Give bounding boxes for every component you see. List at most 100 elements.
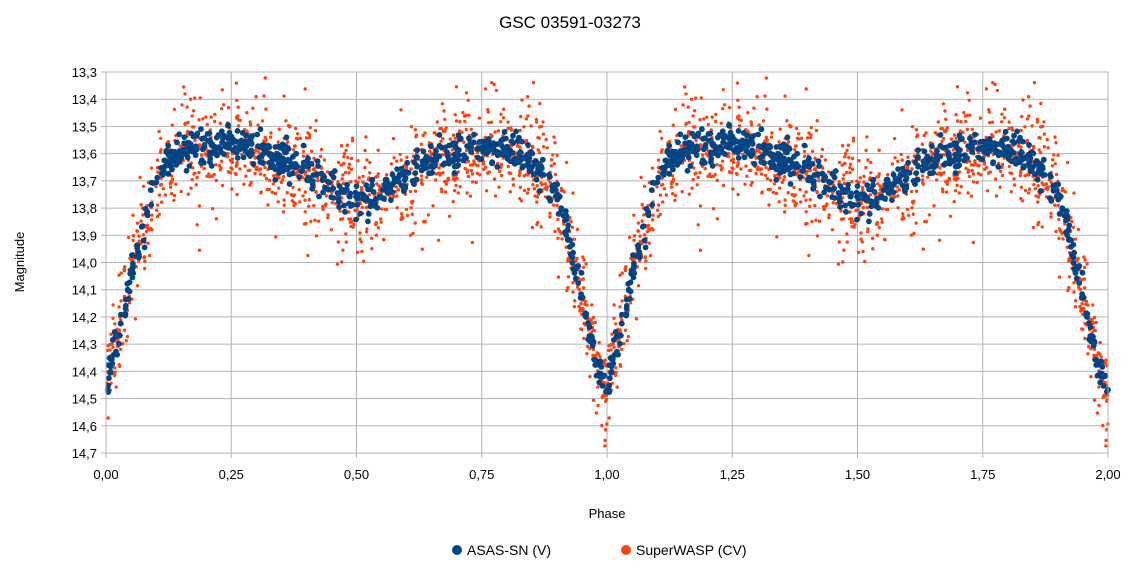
- superwasp-point: [770, 131, 774, 135]
- superwasp-point: [1054, 229, 1058, 234]
- superwasp-point: [539, 124, 544, 129]
- superwasp-point: [307, 198, 311, 202]
- superwasp-point: [1057, 217, 1061, 222]
- asas-sn-point: [105, 382, 112, 389]
- superwasp-point: [778, 186, 782, 190]
- asas-sn-point: [285, 146, 292, 152]
- asas-sn-point: [903, 175, 910, 181]
- superwasp-point: [607, 348, 611, 353]
- superwasp-point: [1084, 299, 1089, 304]
- superwasp-point: [765, 176, 770, 181]
- superwasp-point: [998, 169, 1003, 173]
- asas-sn-point: [626, 296, 633, 302]
- x-tick-label: 1,00: [594, 467, 619, 482]
- asas-sn-point: [451, 151, 458, 158]
- superwasp-point: [453, 176, 458, 180]
- superwasp-point: [524, 139, 528, 143]
- asas-sn-point: [1090, 342, 1097, 349]
- asas-sn-point: [1066, 222, 1073, 229]
- superwasp-point: [533, 194, 537, 198]
- superwasp-point: [375, 182, 379, 186]
- asas-sn-point: [255, 143, 261, 150]
- asas-sn-point: [436, 132, 443, 138]
- y-tick-label: 13,7: [72, 174, 97, 189]
- y-tick-label: 13,4: [72, 92, 97, 107]
- superwasp-point: [866, 227, 870, 231]
- superwasp-point: [185, 105, 189, 109]
- superwasp-point: [555, 203, 559, 208]
- superwasp-point: [953, 189, 958, 193]
- superwasp-point: [552, 203, 556, 207]
- superwasp-point: [596, 385, 600, 389]
- superwasp-point: [579, 278, 583, 282]
- superwasp-point: [569, 219, 573, 224]
- superwasp-point: [582, 336, 586, 341]
- superwasp-point: [614, 322, 618, 326]
- asas-sn-point: [748, 153, 754, 160]
- superwasp-point: [639, 175, 643, 180]
- asas-sn-point: [676, 159, 683, 166]
- superwasp-point: [119, 299, 123, 303]
- superwasp-point: [896, 194, 900, 198]
- superwasp-point: [442, 109, 446, 113]
- superwasp-point: [632, 234, 637, 238]
- superwasp-point: [906, 155, 910, 159]
- asas-sn-point: [630, 252, 636, 259]
- superwasp-point: [466, 98, 470, 103]
- superwasp-point: [131, 238, 135, 242]
- asas-sn-point: [161, 157, 168, 164]
- superwasp-point: [274, 235, 278, 239]
- asas-sn-point: [589, 342, 596, 349]
- superwasp-point: [780, 180, 784, 185]
- superwasp-point: [326, 216, 330, 220]
- superwasp-point: [244, 174, 248, 178]
- asas-sn-point: [598, 364, 605, 370]
- superwasp-point: [539, 181, 543, 185]
- asas-sn-point: [418, 167, 425, 174]
- asas-sn-point: [855, 195, 862, 202]
- superwasp-point: [349, 167, 354, 172]
- superwasp-point: [809, 133, 813, 137]
- superwasp-point: [340, 260, 344, 264]
- superwasp-point: [971, 240, 976, 245]
- superwasp-point: [808, 204, 812, 208]
- superwasp-point: [304, 136, 309, 140]
- superwasp-point: [619, 364, 623, 368]
- superwasp-point: [308, 125, 312, 130]
- superwasp-point: [910, 125, 915, 129]
- x-tick-label: 1,50: [845, 467, 870, 482]
- superwasp-point: [715, 178, 719, 183]
- superwasp-point: [875, 233, 879, 237]
- asas-sn-point: [547, 198, 554, 204]
- superwasp-point: [910, 167, 914, 171]
- asas-sn-point: [309, 185, 316, 192]
- asas-sn-point: [946, 153, 952, 160]
- superwasp-point: [1076, 256, 1080, 261]
- superwasp-point: [922, 219, 927, 224]
- superwasp-point: [1095, 411, 1100, 415]
- superwasp-point: [535, 200, 539, 204]
- superwasp-point: [1012, 183, 1017, 187]
- superwasp-point: [364, 205, 368, 210]
- superwasp-point: [170, 180, 174, 184]
- superwasp-point: [940, 187, 945, 191]
- asas-sn-point: [810, 181, 817, 188]
- asas-sn-point: [353, 216, 359, 223]
- superwasp-point: [861, 249, 865, 254]
- asas-sn-point: [107, 369, 113, 376]
- y-tick-label: 14,4: [72, 364, 97, 379]
- superwasp-point: [995, 88, 1000, 93]
- asas-sn-point: [186, 163, 193, 169]
- asas-sn-point: [593, 372, 600, 379]
- superwasp-point: [556, 217, 560, 222]
- asas-sn-point: [305, 155, 311, 162]
- superwasp-point: [618, 305, 622, 309]
- superwasp-point: [341, 181, 345, 186]
- superwasp-point: [1042, 132, 1047, 136]
- superwasp-point: [805, 169, 809, 174]
- superwasp-point: [183, 122, 187, 127]
- superwasp-point: [544, 187, 549, 192]
- superwasp-point: [841, 260, 845, 264]
- asas-sn-point: [234, 155, 241, 161]
- asas-sn-point: [279, 141, 286, 148]
